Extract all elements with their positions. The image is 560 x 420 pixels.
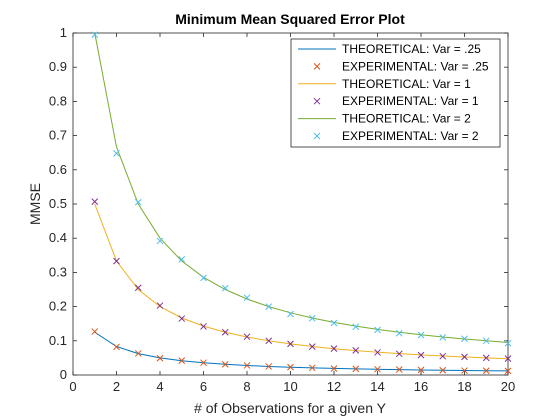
legend-entry-label: THEORETICAL: Var = 2	[342, 112, 471, 126]
x-axis-label: # of Observations for a given Y	[194, 400, 387, 416]
x-tick-label: 0	[69, 379, 76, 394]
y-tick-label: 0.9	[49, 59, 67, 74]
legend: THEORETICAL: Var = .25 EXPERIMENTAL: Var …	[291, 39, 500, 147]
y-tick-label: 0.4	[49, 230, 67, 245]
legend-entry-label: THEORETICAL: Var = 1	[342, 77, 471, 91]
x-tick-label: 2	[113, 379, 120, 394]
x-tick-label: 18	[457, 379, 471, 394]
y-axis-label: MMSE	[27, 183, 43, 225]
x-tick-label: 16	[414, 379, 428, 394]
chart-title: Minimum Mean Squared Error Plot	[175, 11, 405, 27]
y-tick-label: 0.2	[49, 299, 67, 314]
x-tick-label: 20	[501, 379, 515, 394]
x-tick-label: 10	[283, 379, 297, 394]
y-tick-label: 1	[60, 25, 67, 40]
legend-entry-label: EXPERIMENTAL: Var = 1	[342, 94, 479, 108]
x-tick-label: 4	[156, 379, 163, 394]
y-tick-label: 0.6	[49, 162, 67, 177]
x-tick-label: 12	[327, 379, 341, 394]
y-tick-label: 0.7	[49, 128, 67, 143]
legend-entry-label: EXPERIMENTAL: Var = 2	[342, 129, 479, 143]
y-tick-label: 0.3	[49, 264, 67, 279]
y-tick-label: 0	[60, 367, 67, 382]
legend-entry-label: THEORETICAL: Var = .25	[342, 42, 481, 56]
y-tick-label: 0.5	[49, 196, 67, 211]
legend-entry-label: EXPERIMENTAL: Var = .25	[342, 59, 489, 73]
x-tick-label: 14	[370, 379, 384, 394]
y-tick-label: 0.8	[49, 93, 67, 108]
x-tick-label: 8	[243, 379, 250, 394]
x-tick-label: 6	[200, 379, 207, 394]
y-tick-label: 0.1	[49, 333, 67, 348]
